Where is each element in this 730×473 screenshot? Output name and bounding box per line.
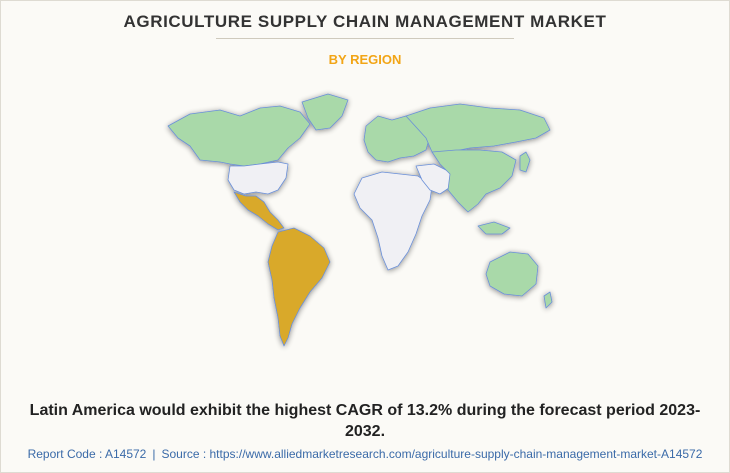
page-title: AGRICULTURE SUPPLY CHAIN MANAGEMENT MARK… xyxy=(123,12,607,31)
source-link[interactable]: Source : https://www.alliedmarketresearc… xyxy=(161,447,703,461)
key-finding-caption: Latin America would exhibit the highest … xyxy=(29,402,701,440)
title-divider xyxy=(216,38,514,39)
source-footer: Report Code : A14572 | Source : https://ww… xyxy=(0,447,730,461)
region-greenland xyxy=(301,93,349,131)
region-middle-east xyxy=(415,163,453,195)
region-indonesia xyxy=(477,221,511,235)
region-europe xyxy=(363,115,431,163)
region-asia xyxy=(431,149,517,213)
report-code: Report Code : A14572 xyxy=(27,447,147,461)
region-usa xyxy=(227,161,289,195)
region-canada xyxy=(167,105,311,167)
region-south-america xyxy=(267,227,331,347)
region-africa xyxy=(353,171,433,271)
region-mexico xyxy=(233,191,285,231)
region-new-zealand xyxy=(543,291,553,309)
world-map xyxy=(167,93,553,347)
region-japan xyxy=(519,151,531,173)
footer-separator: | xyxy=(152,447,156,461)
region-australia xyxy=(485,251,539,297)
page-subtitle: BY REGION xyxy=(328,52,402,67)
